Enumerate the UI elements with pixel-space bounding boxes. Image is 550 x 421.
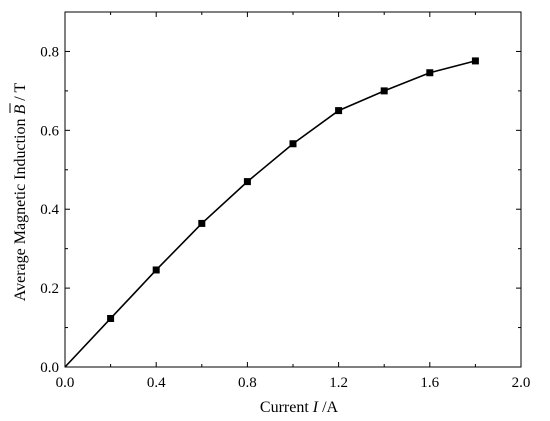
y-axis-label-group: Average Magnetic Induction B / T	[9, 83, 29, 302]
x-axis-label: Current I /A	[260, 399, 339, 416]
data-point-marker	[335, 107, 343, 115]
x-axis-label-suffix: /A	[318, 399, 338, 416]
x-tick-label: 0.8	[238, 375, 257, 391]
x-tick-label: 1.6	[420, 375, 439, 391]
data-point-marker	[380, 87, 388, 95]
y-axis-label-prefix: Average Magnetic Induction	[12, 114, 29, 301]
y-tick-label: 0.4	[40, 202, 59, 218]
y-axis-label-variable: B	[12, 104, 29, 114]
data-point-marker	[426, 69, 434, 77]
data-point-marker	[107, 314, 115, 322]
y-tick-label: 0.0	[40, 360, 59, 376]
y-tick-label: 0.2	[40, 281, 59, 297]
x-tick-label: 1.2	[329, 375, 348, 391]
y-axis-label: Average Magnetic Induction B / T	[12, 83, 29, 302]
plot-frame	[64, 11, 522, 368]
series-line	[64, 60, 476, 368]
axis-layer: 0.0 0.4 0.8 1.2 1.6 2.0 0.0 0.2 0.4 0.6 0.8	[40, 11, 531, 391]
y-axis-label-suffix: / T	[12, 83, 29, 105]
data-point-marker	[243, 178, 251, 186]
x-tick-label: 2.0	[512, 375, 531, 391]
x-tick-label: 0.0	[56, 375, 75, 391]
x-axis-label-prefix: Current	[260, 399, 313, 416]
data-point-marker	[289, 140, 297, 148]
x-axis-label-variable: I	[312, 399, 319, 416]
y-tick-label: 0.8	[40, 44, 59, 60]
data-point-marker	[198, 219, 206, 227]
x-tick-label: 0.4	[147, 375, 166, 391]
y-tick-label: 0.6	[40, 123, 59, 139]
data-point-marker	[152, 266, 160, 274]
data-point-marker	[471, 57, 479, 65]
series-layer	[64, 60, 476, 368]
marker-layer	[107, 57, 479, 322]
